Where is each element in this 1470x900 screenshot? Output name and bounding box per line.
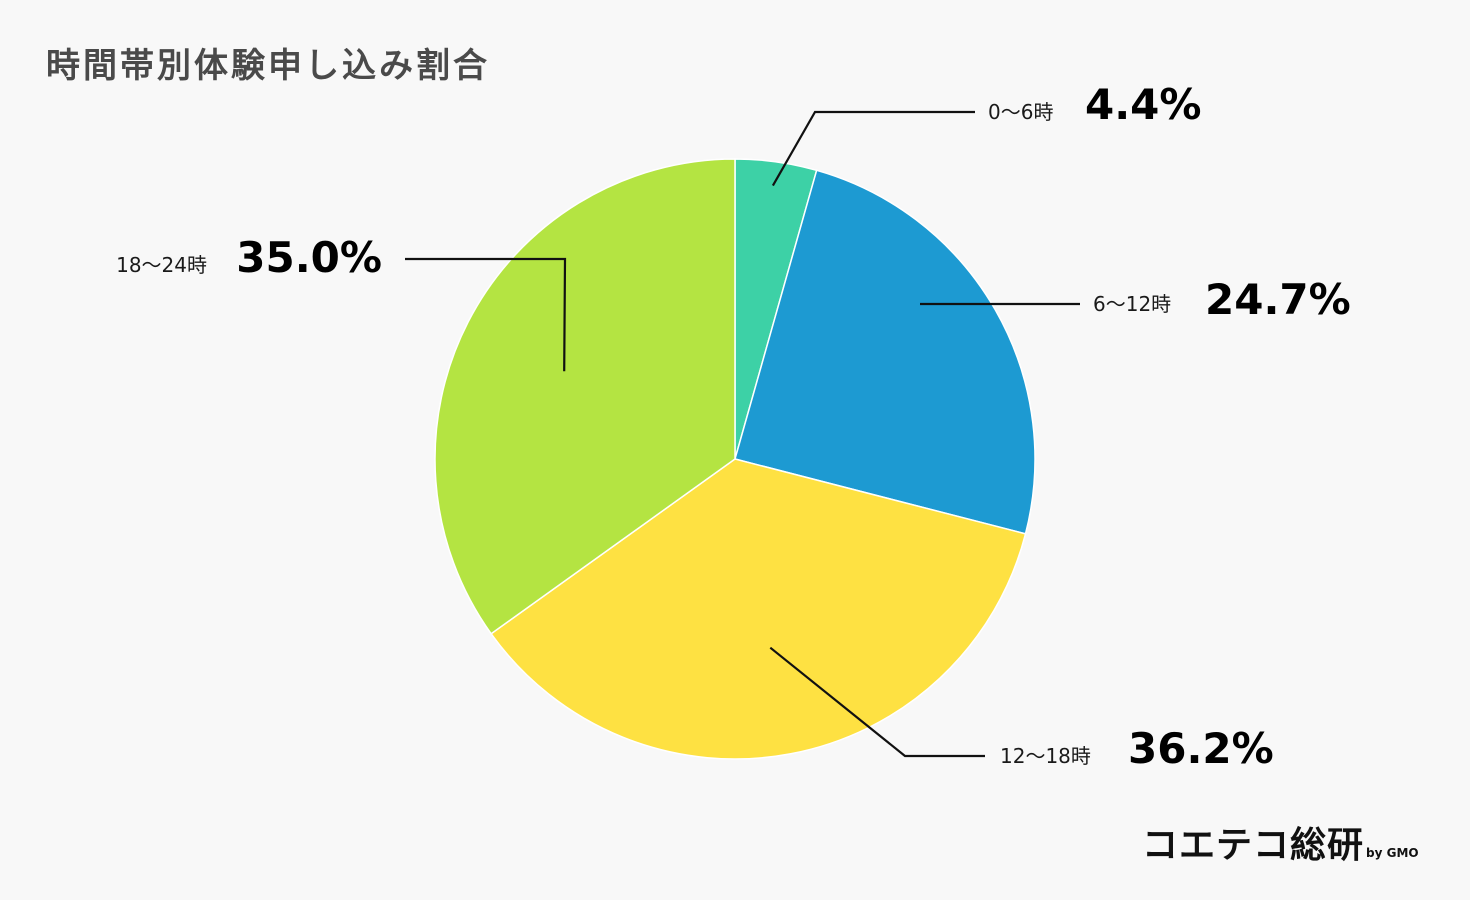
slice-value-label-3: 36.2% <box>1128 724 1274 773</box>
pie-slice-4 <box>434 158 736 635</box>
pie-slice-3 <box>490 458 1027 760</box>
slice-category-label-4: 18〜24時 <box>116 253 207 277</box>
slice-value-label-2: 24.7% <box>1205 275 1351 324</box>
brand-logo-sub: by GMO <box>1366 846 1419 860</box>
leader-line-1 <box>771 110 975 187</box>
slice-category-label-1: 0〜6時 <box>988 100 1053 124</box>
leader-line-3 <box>769 646 985 758</box>
pie-slice-2 <box>734 169 1036 535</box>
leader-line-4 <box>405 257 567 372</box>
brand-logo: コエテコ総研 by GMO <box>1142 816 1419 868</box>
brand-logo-text: コエテコ総研 <box>1142 825 1365 866</box>
chart-title: 時間帯別体験申し込み割合 <box>46 46 490 86</box>
slice-value-label-1: 4.4% <box>1085 80 1201 129</box>
slice-category-label-2: 6〜12時 <box>1093 292 1171 316</box>
slice-category-label-3: 12〜18時 <box>1000 744 1091 768</box>
slice-value-label-4: 35.0% <box>236 233 382 282</box>
